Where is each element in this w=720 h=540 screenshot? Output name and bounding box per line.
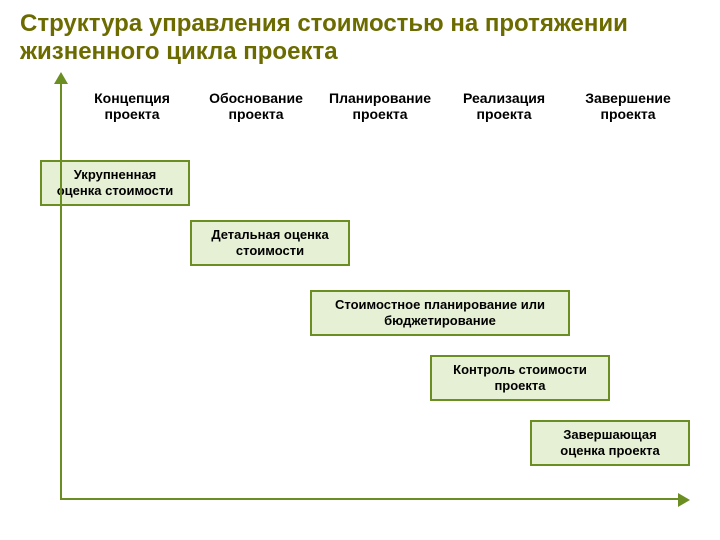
x-axis-arrow	[678, 493, 690, 507]
phase-label: Завершение проекта	[566, 90, 690, 122]
page-title: Структура управления стоимостью на протя…	[20, 10, 700, 65]
stage-box: Завершающая оценка проекта	[530, 420, 690, 466]
phase-header-row: Концепция проекта Обоснование проекта Пл…	[70, 90, 690, 122]
y-axis-arrow	[54, 72, 68, 84]
phase-label: Концепция проекта	[70, 90, 194, 122]
stage-box: Стоимостное планирование или бюджетирова…	[310, 290, 570, 336]
stage-box: Детальная оценка стоимости	[190, 220, 350, 266]
stage-box: Контроль стоимости проекта	[430, 355, 610, 401]
stage-box: Укрупненная оценка стоимости	[40, 160, 190, 206]
phase-label: Обоснование проекта	[194, 90, 318, 122]
x-axis	[60, 498, 680, 500]
phase-label: Планирование проекта	[318, 90, 442, 122]
phase-label: Реализация проекта	[442, 90, 566, 122]
y-axis	[60, 80, 62, 500]
